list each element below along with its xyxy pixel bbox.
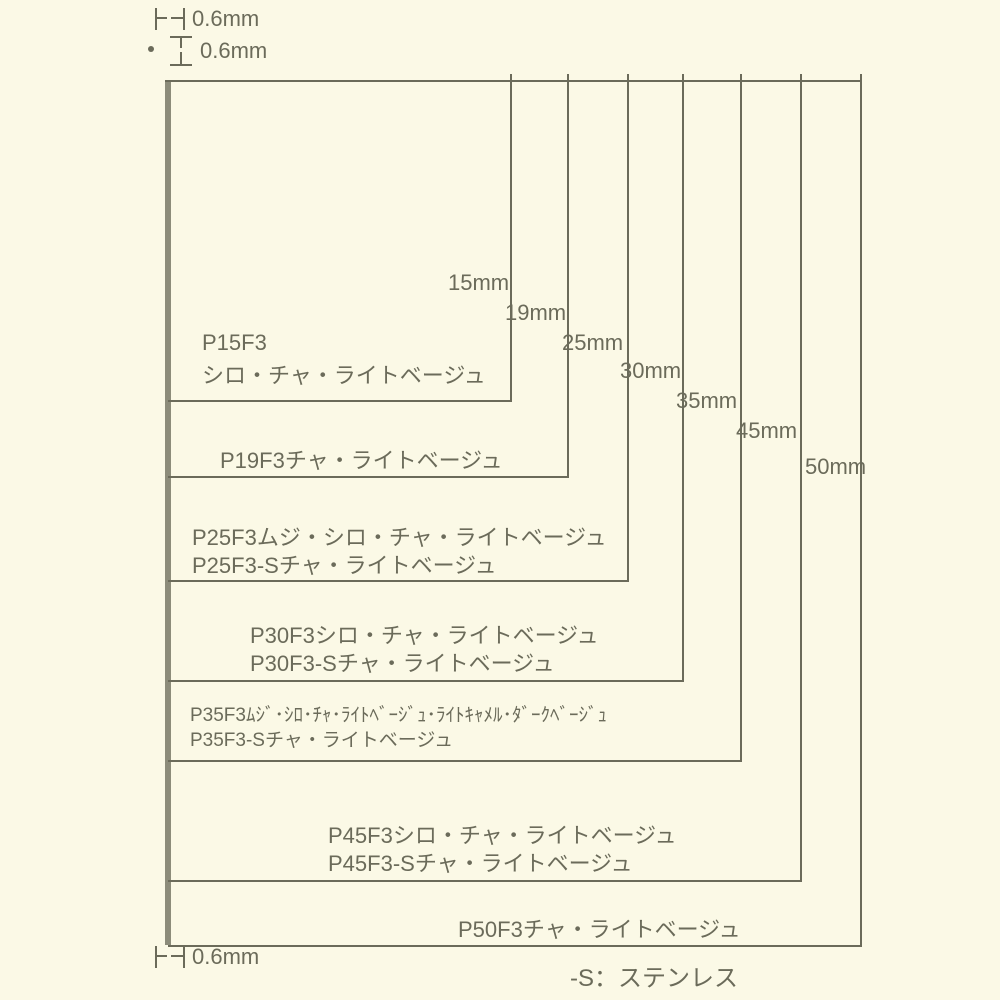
hrule-P25F3 [168,580,629,582]
thickness-bar [171,955,183,957]
thickness-bar [155,955,167,957]
tick [860,74,862,80]
hrule-P19F3 [168,476,569,478]
thickness-label: 0.6mm [192,6,259,32]
label-P15F3-0: P15F3 [202,330,267,356]
thickness-bar [155,17,167,19]
dim-P35F3: 35mm [676,388,737,414]
dim-P19F3: 19mm [505,300,566,326]
label-P35F3-0: P35F3ﾑｼﾞ･ｼﾛ･ﾁｬ･ﾗｲﾄﾍﾞｰｼﾞｭ･ﾗｲﾄｷｬﾒﾙ･ﾀﾞｰｸﾍﾞｰ… [190,700,607,727]
dim-P30F3: 30mm [620,358,681,384]
length-line-P30F3 [682,80,684,680]
dim-P45F3: 45mm [736,418,797,444]
hrule-P15F3 [168,400,512,402]
tick [567,74,569,80]
hrule-P50F3 [168,945,862,947]
pin-nail-size-diagram: 0.6mm 0.6mm 0.6mm 15mm P15F3シロ・チャ・ライトベージュ 19m… [0,0,1000,1000]
tick [682,74,684,80]
length-line-P15F3 [510,80,512,400]
thickness-bar [171,17,183,19]
thickness-bar [180,36,182,48]
thickness-cap [183,946,185,968]
label-P50F3-0: P50F3チャ・ライトベージュ [458,912,741,944]
tick [510,74,512,80]
thickness-label: 0.6mm [200,38,267,64]
label-P15F3-1: シロ・チャ・ライトベージュ [202,358,486,390]
length-line-P45F3 [800,80,802,880]
tick [627,74,629,80]
hrule-P35F3 [168,760,742,762]
label-P25F3-1: P25F3-Sチャ・ライトベージュ [192,548,497,580]
label-P30F3-1: P30F3-Sチャ・ライトベージュ [250,646,555,678]
thickness-bar [180,52,182,64]
length-line-P50F3 [860,80,862,945]
thickness-label: 0.6mm [192,944,259,970]
label-P45F3-1: P45F3-Sチャ・ライトベージュ [328,846,633,878]
thickness-cap [170,64,192,66]
hrule-P30F3 [168,680,684,682]
tick [800,74,802,80]
thickness-cap [155,8,157,30]
top-rule [165,80,862,82]
tick [740,74,742,80]
hrule-P45F3 [168,880,802,882]
footer-note: -S：ステンレス [570,958,738,993]
nail-shaft [165,80,171,945]
dim-P25F3: 25mm [562,330,623,356]
label-P35F3-1: P35F3-Sチャ・ライトベージュ [190,725,453,752]
dot [148,46,154,52]
dim-P50F3: 50mm [805,454,866,480]
length-line-P19F3 [567,80,569,476]
dim-P15F3: 15mm [448,270,509,296]
thickness-cap [183,8,185,30]
label-P19F3-0: P19F3チャ・ライトベージュ [220,443,503,475]
thickness-cap [155,946,157,968]
length-line-P25F3 [627,80,629,580]
